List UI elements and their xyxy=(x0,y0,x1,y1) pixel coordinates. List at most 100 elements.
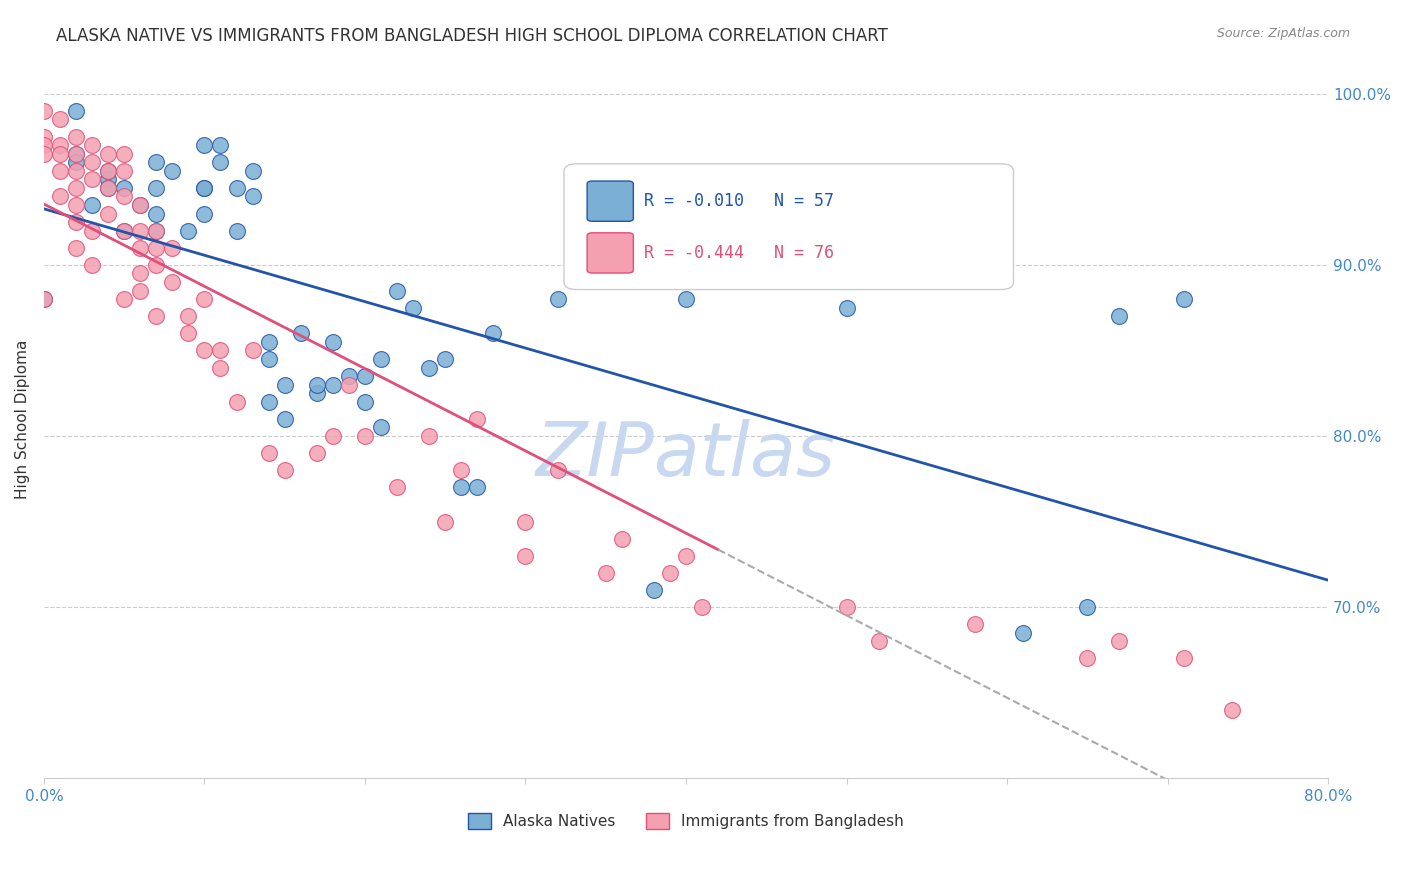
Point xyxy=(65,103,87,118)
Point xyxy=(145,206,167,220)
Point xyxy=(32,292,55,306)
Point xyxy=(129,267,152,281)
Point xyxy=(242,163,264,178)
Point xyxy=(515,549,537,563)
Point xyxy=(177,224,200,238)
Point xyxy=(354,369,377,384)
Point xyxy=(1173,651,1195,665)
Point xyxy=(835,600,858,615)
Point xyxy=(547,292,569,306)
Point xyxy=(257,446,280,460)
Text: R = -0.444   N = 76: R = -0.444 N = 76 xyxy=(644,244,834,262)
Point xyxy=(385,480,408,494)
Point xyxy=(65,198,87,212)
Point xyxy=(225,224,247,238)
Point xyxy=(97,146,120,161)
Point xyxy=(370,420,392,434)
Point xyxy=(257,394,280,409)
Point xyxy=(610,532,633,546)
Point xyxy=(209,155,232,169)
Point xyxy=(257,334,280,349)
Point xyxy=(1173,292,1195,306)
Point xyxy=(434,515,457,529)
Point xyxy=(595,566,617,580)
Point xyxy=(337,377,360,392)
Point xyxy=(193,138,215,153)
Point xyxy=(450,463,472,477)
Point xyxy=(112,292,135,306)
Point xyxy=(65,146,87,161)
Point xyxy=(112,163,135,178)
Point xyxy=(65,146,87,161)
Point xyxy=(80,198,103,212)
Point xyxy=(643,582,665,597)
Text: R = -0.010   N = 57: R = -0.010 N = 57 xyxy=(644,192,834,211)
Point xyxy=(305,446,328,460)
Point xyxy=(129,198,152,212)
Point xyxy=(177,326,200,341)
Point xyxy=(145,155,167,169)
FancyBboxPatch shape xyxy=(564,164,1014,290)
Point xyxy=(97,172,120,186)
Text: ALASKA NATIVE VS IMMIGRANTS FROM BANGLADESH HIGH SCHOOL DIPLOMA CORRELATION CHAR: ALASKA NATIVE VS IMMIGRANTS FROM BANGLAD… xyxy=(56,27,889,45)
Point xyxy=(65,181,87,195)
Point xyxy=(145,224,167,238)
Point xyxy=(177,310,200,324)
Point xyxy=(49,163,72,178)
Point xyxy=(112,146,135,161)
Point xyxy=(32,146,55,161)
Point xyxy=(465,412,488,426)
Point xyxy=(209,343,232,358)
Point xyxy=(129,198,152,212)
Point xyxy=(49,146,72,161)
Point xyxy=(112,224,135,238)
Point xyxy=(418,360,440,375)
Point xyxy=(450,480,472,494)
Point xyxy=(80,138,103,153)
Point xyxy=(305,386,328,401)
Point xyxy=(193,292,215,306)
Point xyxy=(112,181,135,195)
Point xyxy=(290,326,312,341)
Point xyxy=(322,377,344,392)
Point xyxy=(482,326,505,341)
Point xyxy=(49,112,72,127)
Text: Source: ZipAtlas.com: Source: ZipAtlas.com xyxy=(1216,27,1350,40)
Point xyxy=(49,189,72,203)
Point xyxy=(80,155,103,169)
Point xyxy=(193,343,215,358)
Point xyxy=(80,172,103,186)
Point xyxy=(675,549,697,563)
Point xyxy=(385,284,408,298)
Point xyxy=(1108,634,1130,648)
Point xyxy=(547,463,569,477)
Point xyxy=(32,138,55,153)
Point xyxy=(225,181,247,195)
Point xyxy=(65,155,87,169)
Point xyxy=(65,241,87,255)
Point xyxy=(145,181,167,195)
Point xyxy=(97,181,120,195)
Point xyxy=(337,369,360,384)
Point xyxy=(32,103,55,118)
Point xyxy=(49,138,72,153)
Point xyxy=(65,215,87,229)
Point xyxy=(97,206,120,220)
Point xyxy=(1012,625,1035,640)
Point xyxy=(1220,703,1243,717)
Point xyxy=(273,412,295,426)
Point xyxy=(418,429,440,443)
Point xyxy=(690,600,713,615)
Point xyxy=(242,189,264,203)
Point xyxy=(273,463,295,477)
FancyBboxPatch shape xyxy=(588,233,633,273)
Point xyxy=(145,241,167,255)
Point xyxy=(322,429,344,443)
Point xyxy=(1076,651,1098,665)
Point xyxy=(65,163,87,178)
Point xyxy=(354,429,377,443)
Legend: Alaska Natives, Immigrants from Bangladesh: Alaska Natives, Immigrants from Banglade… xyxy=(463,807,910,835)
Point xyxy=(515,515,537,529)
Point xyxy=(193,181,215,195)
Point xyxy=(193,206,215,220)
